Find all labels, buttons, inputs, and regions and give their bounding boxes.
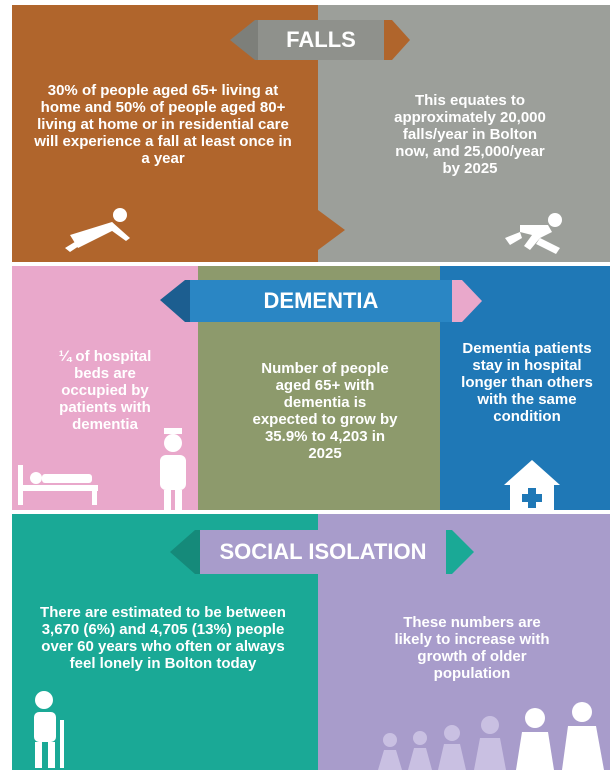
panel-text: There are estimated to be between 3,670 … (38, 604, 288, 672)
section-title: FALLS (258, 20, 384, 60)
panel-text: This equates to approximately 20,000 fal… (390, 92, 550, 177)
panel-text: Dementia patients stay in hospital longe… (452, 340, 602, 425)
panel-text: These numbers are likely to increase wit… (392, 614, 552, 682)
panel-text: Number of people aged 65+ with dementia … (250, 360, 400, 462)
section-title: SOCIAL ISOLATION (200, 532, 446, 572)
panel-text: ¼ of hospital beds are occupied by patie… (40, 348, 170, 433)
section-title: DEMENTIA (190, 281, 452, 321)
panel-text: 30% of people aged 65+ living at home an… (28, 82, 298, 167)
infographic: FALLS 30% of people aged 65+ living at h… (0, 0, 616, 776)
